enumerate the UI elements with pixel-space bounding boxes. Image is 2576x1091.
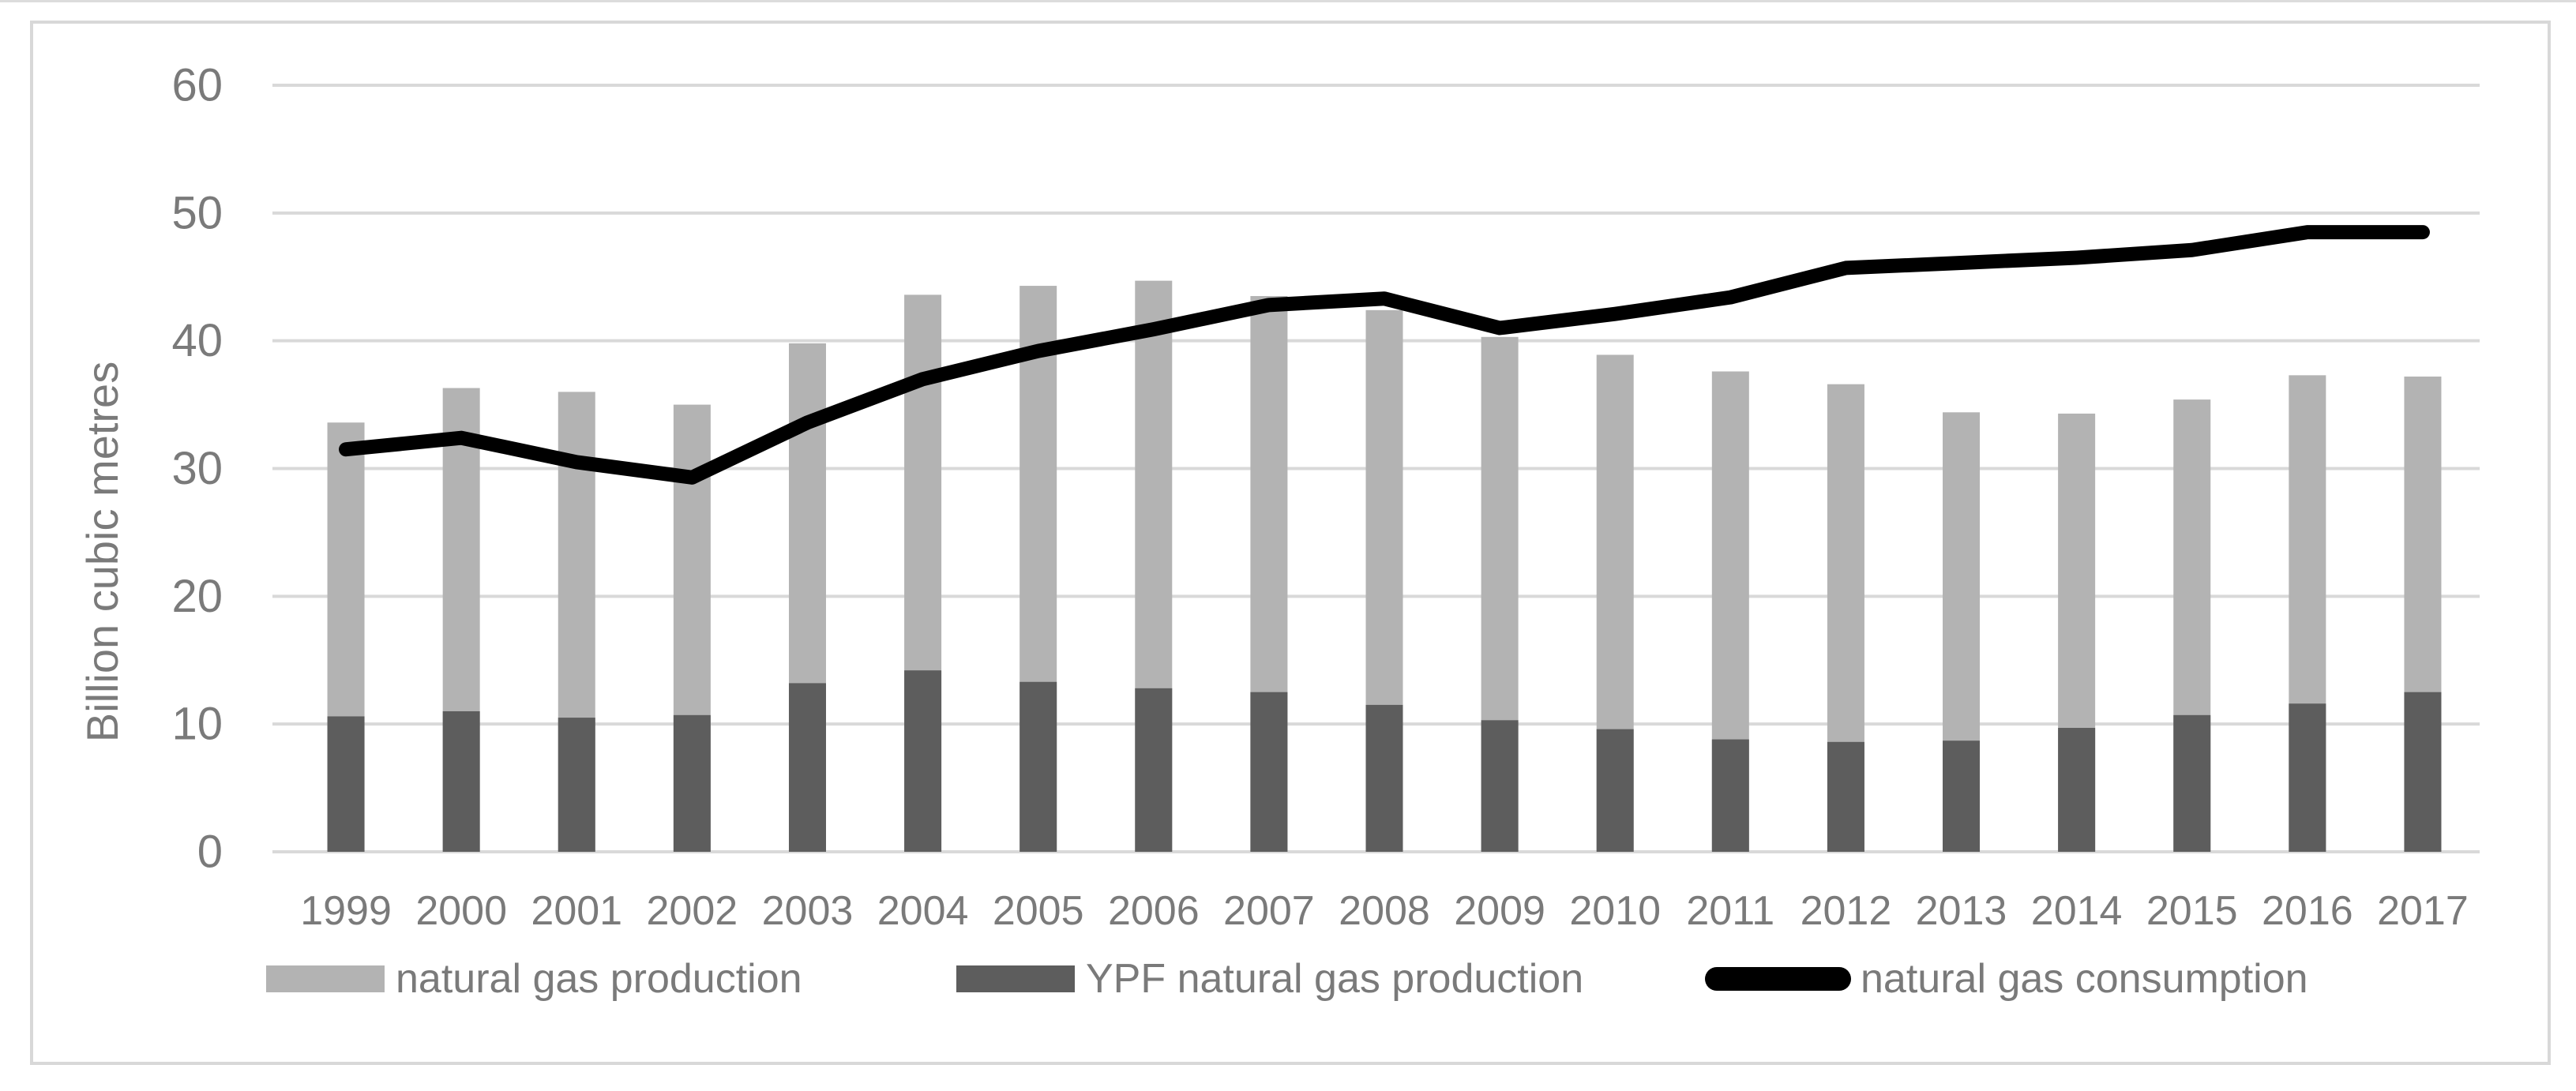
bar-YPF-natural-gas-production-2004 bbox=[904, 670, 942, 852]
y-tick-label-0: 0 bbox=[197, 827, 223, 878]
bar-YPF-natural-gas-production-2000 bbox=[442, 710, 480, 852]
bar-YPF-natural-gas-production-2014 bbox=[2058, 728, 2096, 852]
x-tick-label-2014: 2014 bbox=[2031, 888, 2123, 934]
x-tick-label-2013: 2013 bbox=[1916, 888, 2007, 934]
bar-YPF-natural-gas-production-2003 bbox=[788, 683, 826, 852]
y-tick-label-60: 60 bbox=[171, 60, 223, 111]
bar-YPF-natural-gas-production-2011 bbox=[1711, 739, 1749, 852]
figure-top-edge bbox=[0, 0, 2576, 2]
y-tick-label-10: 10 bbox=[171, 699, 223, 750]
legend-item-ypf-production: YPF natural gas production bbox=[956, 956, 1583, 1002]
bar-YPF-natural-gas-production-2001 bbox=[558, 718, 595, 852]
x-tick-label-2009: 2009 bbox=[1454, 888, 1545, 934]
bar-YPF-natural-gas-production-2006 bbox=[1135, 688, 1173, 852]
bar-YPF-natural-gas-production-2010 bbox=[1596, 729, 1634, 852]
bar-YPF-natural-gas-production-2007 bbox=[1250, 692, 1288, 852]
x-tick-label-2002: 2002 bbox=[647, 888, 738, 934]
consumption-line-icon bbox=[1705, 967, 1851, 991]
x-tick-label-2005: 2005 bbox=[993, 888, 1084, 934]
bar-YPF-natural-gas-production-2013 bbox=[1943, 740, 1981, 852]
x-tick-label-2008: 2008 bbox=[1339, 888, 1430, 934]
x-tick-label-1999: 1999 bbox=[300, 888, 392, 934]
bar-YPF-natural-gas-production-2016 bbox=[2289, 703, 2326, 852]
x-tick-label-2010: 2010 bbox=[1569, 888, 1661, 934]
x-tick-label-2006: 2006 bbox=[1108, 888, 1200, 934]
x-tick-label-2017: 2017 bbox=[2377, 888, 2469, 934]
x-tick-label-2016: 2016 bbox=[2262, 888, 2353, 934]
x-tick-label-2012: 2012 bbox=[1801, 888, 1892, 934]
x-tick-label-2003: 2003 bbox=[762, 888, 854, 934]
x-tick-label-2007: 2007 bbox=[1223, 888, 1315, 934]
bar-YPF-natural-gas-production-2017 bbox=[2404, 692, 2442, 852]
bar-YPF-natural-gas-production-1999 bbox=[327, 716, 365, 852]
ypf-production-swatch-icon bbox=[956, 965, 1075, 992]
y-tick-label-40: 40 bbox=[171, 315, 223, 366]
x-tick-label-2015: 2015 bbox=[2146, 888, 2238, 934]
production-swatch-icon bbox=[266, 965, 385, 992]
x-tick-label-2001: 2001 bbox=[531, 888, 622, 934]
bar-YPF-natural-gas-production-2005 bbox=[1020, 681, 1057, 852]
line-natural-gas-consumption bbox=[339, 225, 2430, 485]
bar-YPF-natural-gas-production-2012 bbox=[1827, 741, 1864, 852]
y-tick-label-30: 30 bbox=[171, 443, 223, 494]
x-tick-label-2004: 2004 bbox=[877, 888, 969, 934]
bar-YPF-natural-gas-production-2008 bbox=[1365, 704, 1403, 852]
legend-item-consumption: natural gas consumption bbox=[1705, 956, 2308, 1002]
x-tick-label-2011: 2011 bbox=[1686, 888, 1774, 934]
bar-YPF-natural-gas-production-2015 bbox=[2173, 714, 2211, 852]
legend-label-ypf-production: YPF natural gas production bbox=[1086, 956, 1584, 1002]
x-tick-label-2000: 2000 bbox=[415, 888, 507, 934]
legend-item-production: natural gas production bbox=[266, 956, 802, 1002]
y-tick-label-50: 50 bbox=[171, 187, 223, 238]
legend-label-consumption: natural gas consumption bbox=[1861, 956, 2308, 1002]
bar-YPF-natural-gas-production-2009 bbox=[1481, 720, 1519, 852]
y-tick-label-20: 20 bbox=[171, 571, 223, 622]
bar-YPF-natural-gas-production-2002 bbox=[673, 714, 711, 852]
legend-label-production: natural gas production bbox=[396, 956, 802, 1002]
y-axis-title: Billion cubic metres bbox=[77, 361, 127, 743]
